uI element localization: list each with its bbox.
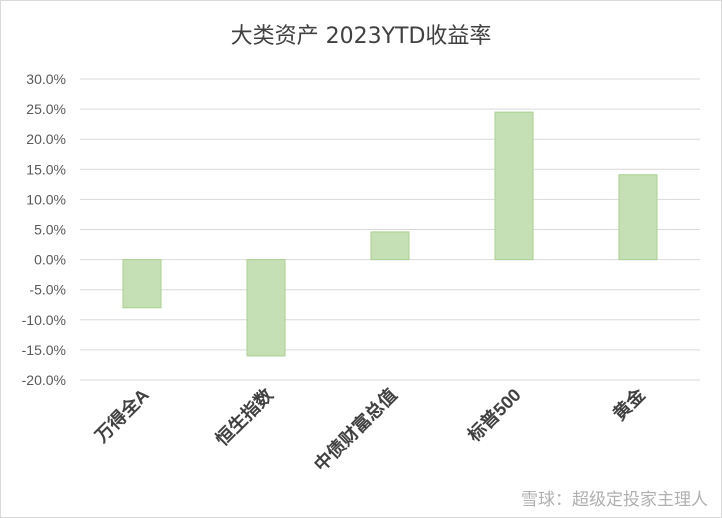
y-tick-label: -15.0% xyxy=(22,342,66,358)
gridlines xyxy=(80,78,700,381)
bar xyxy=(122,259,162,309)
y-tick-label: 15.0% xyxy=(26,161,66,177)
bars xyxy=(122,111,658,357)
x-tick-label: 中债财富总值 xyxy=(310,384,401,475)
y-tick-label: 10.0% xyxy=(26,191,66,207)
x-tick-label: 恒生指数 xyxy=(211,383,277,449)
x-tick-label: 标普500 xyxy=(463,384,525,446)
y-axis-tick-labels: 30.0% 25.0% 20.0% 15.0% 10.0% 5.0% 0.0% -5.0% -1… xyxy=(22,71,66,388)
y-tick-label: 20.0% xyxy=(26,131,66,147)
x-axis-tick-labels: 万得全A 恒生指数 中债财富总值 标普500 黄金 xyxy=(90,383,650,475)
y-tick-label: -10.0% xyxy=(22,312,66,328)
x-tick-label: 万得全A xyxy=(90,384,153,447)
y-tick-label: 30.0% xyxy=(26,71,66,87)
chart-title: 大类资产 2023YTD收益率 xyxy=(230,24,492,49)
bar xyxy=(370,231,410,261)
y-tick-label: 0.0% xyxy=(34,252,66,268)
bar xyxy=(494,111,534,261)
y-tick-label: 5.0% xyxy=(34,222,66,238)
x-tick-label: 黄金 xyxy=(609,383,650,424)
y-tick-label: -20.0% xyxy=(22,372,66,388)
y-tick-label: 25.0% xyxy=(26,101,66,117)
bar xyxy=(246,259,286,357)
watermark-text: 雪球：超级定投家主理人 xyxy=(521,490,708,510)
y-tick-label: -5.0% xyxy=(29,282,66,298)
bar xyxy=(618,174,658,261)
